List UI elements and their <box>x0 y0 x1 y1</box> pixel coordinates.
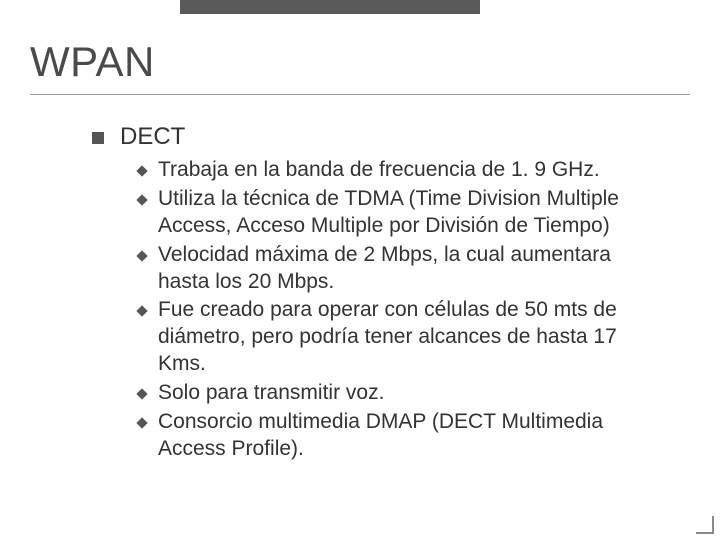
level2-text: Trabaja en la banda de frecuencia de 1. … <box>158 157 600 184</box>
diamond-bullet-icon <box>136 165 147 176</box>
square-bullet-icon <box>92 132 104 144</box>
diamond-bullet-icon <box>136 417 147 428</box>
diamond-bullet-icon <box>136 194 147 205</box>
list-item-level2: Fue creado para operar con células de 50… <box>138 297 652 378</box>
top-accent-bar <box>180 0 480 14</box>
level2-text: Utiliza la técnica de TDMA (Time Divisio… <box>158 186 652 240</box>
list-item-level2: Consorcio multimedia DMAP (DECT Multimed… <box>138 409 652 463</box>
list-item-level1: DECT <box>92 123 690 151</box>
list-item-level2: Velocidad máxima de 2 Mbps, la cual aume… <box>138 242 652 296</box>
level2-text: Fue creado para operar con células de 50… <box>158 297 652 378</box>
list-item-level2: Solo para transmitir voz. <box>138 380 652 407</box>
level2-text: Solo para transmitir voz. <box>158 380 384 407</box>
diamond-bullet-icon <box>136 250 147 261</box>
list-item-level2: Utiliza la técnica de TDMA (Time Divisio… <box>138 186 652 240</box>
diamond-bullet-icon <box>136 306 147 317</box>
slide-title: WPAN <box>30 38 690 86</box>
list-item-level2: Trabaja en la banda de frecuencia de 1. … <box>138 157 652 184</box>
level2-text: Velocidad máxima de 2 Mbps, la cual aume… <box>158 242 652 296</box>
title-underline <box>30 94 690 95</box>
slide-body: WPAN DECT Trabaja en la banda de frecuen… <box>0 0 720 463</box>
level2-text: Consorcio multimedia DMAP (DECT Multimed… <box>158 409 652 463</box>
level1-label: DECT <box>120 123 185 151</box>
corner-mark-icon <box>696 516 714 534</box>
diamond-bullet-icon <box>136 388 147 399</box>
level2-list: Trabaja en la banda de frecuencia de 1. … <box>138 157 652 463</box>
